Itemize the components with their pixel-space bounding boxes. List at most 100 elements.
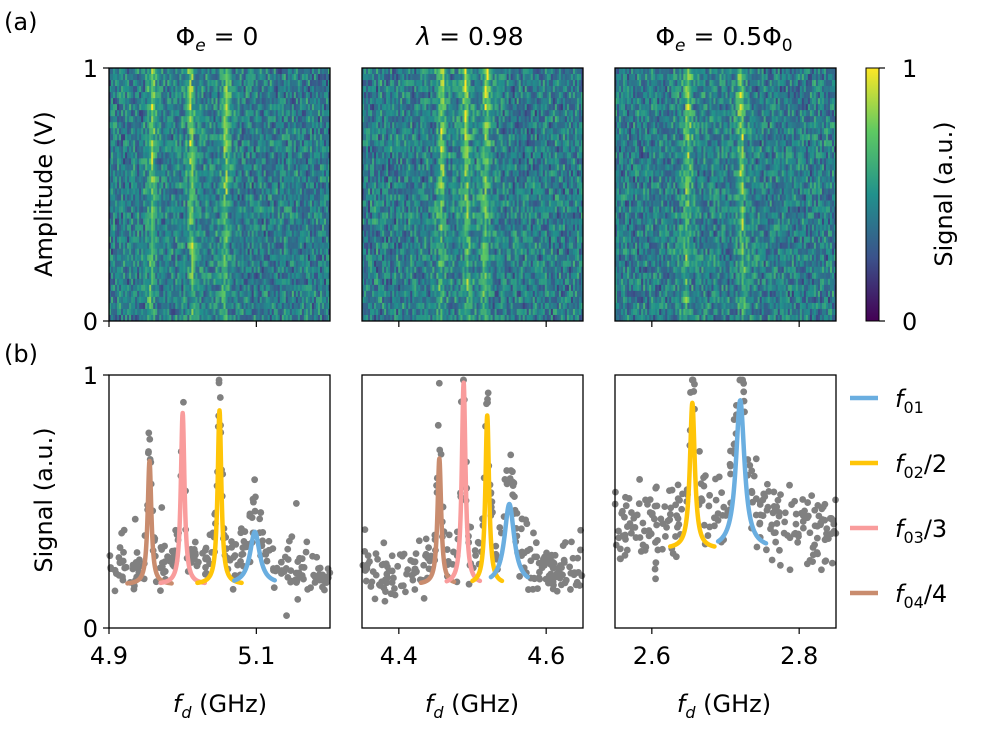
heatmap-cell: [526, 74, 530, 81]
heatmap-cell: [307, 104, 311, 111]
heatmap-cell: [317, 314, 321, 322]
heatmap-cell: [566, 74, 570, 81]
heatmap-cell: [119, 170, 122, 177]
heatmap-cell: [117, 212, 120, 219]
heatmap-cell: [229, 158, 232, 165]
heatmap-cell: [167, 86, 170, 93]
heatmap-cell: [283, 242, 287, 250]
heatmap-cell: [233, 140, 236, 147]
heatmap-cell: [321, 140, 325, 147]
heatmap-cell: [486, 68, 489, 75]
heatmap-cell: [261, 68, 265, 75]
heatmap-cell: [297, 98, 301, 105]
heatmap-cell: [327, 98, 331, 105]
heatmap-cell: [289, 152, 293, 159]
heatmap-cell: [235, 122, 238, 129]
heatmap-cell: [311, 104, 315, 111]
heatmap-cell: [119, 248, 122, 256]
heatmap-cell: [209, 248, 212, 256]
heatmap-cell: [201, 164, 204, 171]
heatmap-cell: [257, 116, 261, 123]
heatmap-cell: [127, 176, 130, 183]
heatmap-cell: [267, 92, 271, 99]
heatmap-cell: [199, 170, 202, 177]
heatmap-cell: [534, 68, 538, 75]
heatmap-cell: [424, 86, 427, 93]
heatmap-cell: [109, 272, 112, 280]
heatmap-cell: [227, 80, 230, 87]
heatmap-cell: [518, 80, 522, 87]
heatmap-cell: [311, 134, 315, 141]
heatmap-cell: [175, 248, 178, 256]
heatmap-cell: [289, 290, 293, 298]
heatmap-cell: [229, 284, 232, 292]
heatmap-cell: [396, 86, 399, 93]
heatmap-cell: [297, 218, 301, 226]
heatmap-cell: [169, 74, 172, 81]
heatmap-cell: [133, 206, 136, 213]
heatmap-cell: [183, 170, 186, 177]
heatmap-cell: [221, 110, 224, 117]
heatmap-cell: [259, 212, 263, 219]
heatmap-cell: [257, 230, 261, 238]
heatmap-cell: [147, 224, 150, 232]
heatmap-cell: [273, 224, 277, 232]
heatmap-cell: [500, 68, 504, 75]
heatmap-cell: [247, 242, 251, 250]
heatmap-cell: [109, 182, 112, 189]
heatmap-cell: [321, 152, 325, 159]
heatmap-cell: [243, 200, 247, 207]
heatmap-cell: [167, 182, 170, 189]
heatmap-cell: [141, 272, 144, 280]
heatmap-cell: [205, 206, 208, 213]
heatmap-cell: [317, 260, 321, 268]
heatmap-cell: [249, 278, 253, 286]
heatmap-cell: [259, 254, 263, 262]
heatmap-cell: [165, 260, 168, 268]
heatmap-cell: [173, 290, 176, 298]
heatmap-cell: [313, 302, 317, 310]
heatmap-cell: [243, 176, 247, 183]
heatmap-cell: [201, 218, 204, 226]
heatmap-cell: [127, 92, 130, 99]
heatmap-cell: [255, 254, 259, 262]
heatmap-cell: [159, 86, 162, 93]
heatmap-cell: [319, 158, 323, 165]
heatmap-cell: [327, 122, 331, 129]
heatmap-cell: [113, 158, 116, 165]
heatmap-cell: [249, 170, 253, 177]
heatmap-cell: [305, 296, 309, 304]
heatmap-cell: [400, 68, 403, 75]
heatmap-cell: [396, 80, 399, 87]
heatmap-cell: [175, 278, 178, 286]
heatmap-cell: [113, 206, 116, 213]
heatmap-cell: [323, 134, 327, 141]
heatmap-cell: [269, 230, 273, 238]
heatmap-cell: [247, 128, 251, 135]
heatmap-cell: [307, 284, 311, 292]
heatmap-cell: [117, 188, 120, 195]
heatmap-cell: [165, 74, 168, 81]
heatmap-cell: [141, 134, 144, 141]
heatmap-cell: [229, 98, 232, 105]
heatmap-cell: [201, 206, 204, 213]
heatmap-cell: [293, 212, 297, 219]
heatmap-cell: [113, 236, 116, 244]
heatmap-cell: [169, 170, 172, 177]
heatmap-cell: [231, 206, 234, 213]
heatmap-cell: [255, 224, 259, 232]
heatmap-cell: [255, 176, 259, 183]
heatmap-cell: [566, 68, 570, 75]
heatmap-cell: [119, 236, 122, 244]
heatmap-cell: [476, 74, 479, 81]
heatmap-cell: [147, 272, 150, 280]
heatmap-cell: [275, 134, 279, 141]
heatmap-cell: [189, 230, 192, 238]
heatmap-cell: [187, 302, 190, 310]
heatmap-cell: [297, 176, 301, 183]
heatmap-cell: [129, 254, 132, 262]
heatmap-cell: [137, 128, 140, 135]
heatmap-cell: [127, 314, 130, 322]
heatmap-cell: [283, 266, 287, 274]
heatmap-cell: [319, 134, 323, 141]
